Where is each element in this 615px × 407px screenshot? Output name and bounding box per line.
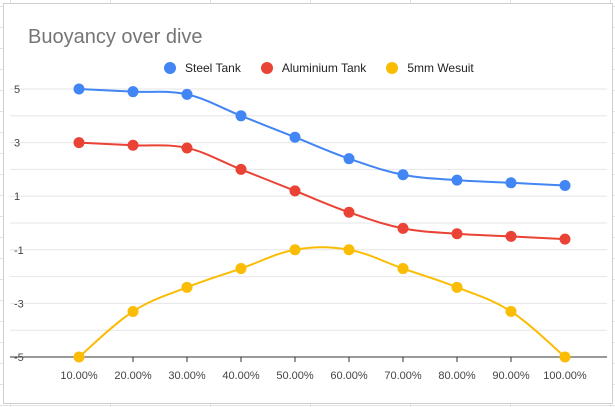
data-point-steel-tank[interactable] bbox=[73, 83, 85, 95]
legend-dot-5mm-wetsuit bbox=[386, 62, 399, 74]
x-tick-label: 20.00% bbox=[114, 370, 152, 382]
chart-card[interactable]: Buoyancy over dive Steel Tank Aluminium … bbox=[3, 3, 613, 404]
y-tick-label: 1 bbox=[14, 191, 20, 203]
data-point-steel-tank[interactable] bbox=[343, 153, 355, 165]
data-point-5mm-wesuit[interactable] bbox=[289, 244, 301, 256]
x-tick-label: 40.00% bbox=[222, 370, 260, 382]
x-tick-label: 70.00% bbox=[384, 370, 422, 382]
series-line-steel-tank bbox=[78, 88, 566, 187]
data-point-5mm-wesuit[interactable] bbox=[451, 281, 463, 293]
data-point-steel-tank[interactable] bbox=[505, 177, 517, 189]
x-tick-label: 10.00% bbox=[60, 370, 98, 382]
legend-dot-aluminium-tank bbox=[260, 62, 273, 74]
y-tick-label: -5 bbox=[14, 352, 24, 364]
data-point-aluminium-tank[interactable] bbox=[505, 230, 517, 242]
data-point-aluminium-tank[interactable] bbox=[127, 139, 139, 151]
data-point-aluminium-tank[interactable] bbox=[289, 185, 301, 197]
data-point-steel-tank[interactable] bbox=[397, 169, 409, 181]
data-point-aluminium-tank[interactable] bbox=[343, 206, 355, 218]
legend-label-steel-tank: Steel Tank bbox=[185, 61, 241, 75]
chart-title: Buoyancy over dive bbox=[28, 26, 203, 48]
data-point-steel-tank[interactable] bbox=[235, 110, 247, 122]
legend-label-5mm-wetsuit: 5mm Wesuit bbox=[407, 61, 474, 75]
y-tick-label: -3 bbox=[14, 298, 24, 310]
chart-legend: Steel Tank Aluminium Tank 5mm Wesuit bbox=[164, 61, 494, 75]
legend-dot-steel-tank bbox=[164, 62, 176, 74]
data-point-steel-tank[interactable] bbox=[289, 131, 301, 143]
x-tick-label: 100.00% bbox=[543, 370, 587, 382]
data-point-steel-tank[interactable] bbox=[127, 86, 139, 98]
x-tick-label: 80.00% bbox=[438, 370, 476, 382]
x-tick-label: 50.00% bbox=[276, 370, 314, 382]
data-point-aluminium-tank[interactable] bbox=[73, 137, 85, 149]
data-point-steel-tank[interactable] bbox=[451, 174, 463, 186]
series-line-5mm-wesuit bbox=[78, 246, 566, 358]
legend-item-5mm-wetsuit[interactable]: 5mm Wesuit bbox=[386, 61, 474, 75]
y-tick-label: 3 bbox=[14, 138, 20, 150]
data-point-steel-tank[interactable] bbox=[559, 179, 571, 191]
data-point-steel-tank[interactable] bbox=[181, 88, 193, 100]
x-tick-label: 60.00% bbox=[330, 370, 368, 382]
x-tick-label: 90.00% bbox=[492, 370, 530, 382]
series-line-aluminium-tank bbox=[78, 141, 566, 241]
data-point-5mm-wesuit[interactable] bbox=[73, 351, 85, 363]
data-point-5mm-wesuit[interactable] bbox=[235, 263, 247, 275]
data-point-5mm-wesuit[interactable] bbox=[127, 305, 139, 317]
data-point-aluminium-tank[interactable] bbox=[451, 228, 463, 240]
data-point-aluminium-tank[interactable] bbox=[397, 222, 409, 234]
y-tick-label: -1 bbox=[14, 245, 24, 257]
data-point-5mm-wesuit[interactable] bbox=[505, 305, 517, 317]
data-point-5mm-wesuit[interactable] bbox=[397, 263, 409, 275]
data-point-aluminium-tank[interactable] bbox=[235, 163, 247, 175]
data-point-5mm-wesuit[interactable] bbox=[181, 281, 193, 293]
x-tick-label: 30.00% bbox=[168, 370, 206, 382]
data-point-5mm-wesuit[interactable] bbox=[559, 351, 571, 363]
data-point-aluminium-tank[interactable] bbox=[559, 233, 571, 245]
legend-item-steel-tank[interactable]: Steel Tank bbox=[164, 61, 241, 75]
legend-label-aluminium-tank: Aluminium Tank bbox=[281, 61, 367, 75]
legend-item-aluminium-tank[interactable]: Aluminium Tank bbox=[260, 61, 367, 75]
data-point-aluminium-tank[interactable] bbox=[181, 142, 193, 154]
y-tick-label: 5 bbox=[14, 84, 20, 96]
plot-area: 5 3 1 -1 -3 -5 10.00% 20.00% 30.00% 40.00% 50.00% 6… bbox=[10, 83, 607, 382]
data-point-5mm-wesuit[interactable] bbox=[343, 244, 355, 256]
